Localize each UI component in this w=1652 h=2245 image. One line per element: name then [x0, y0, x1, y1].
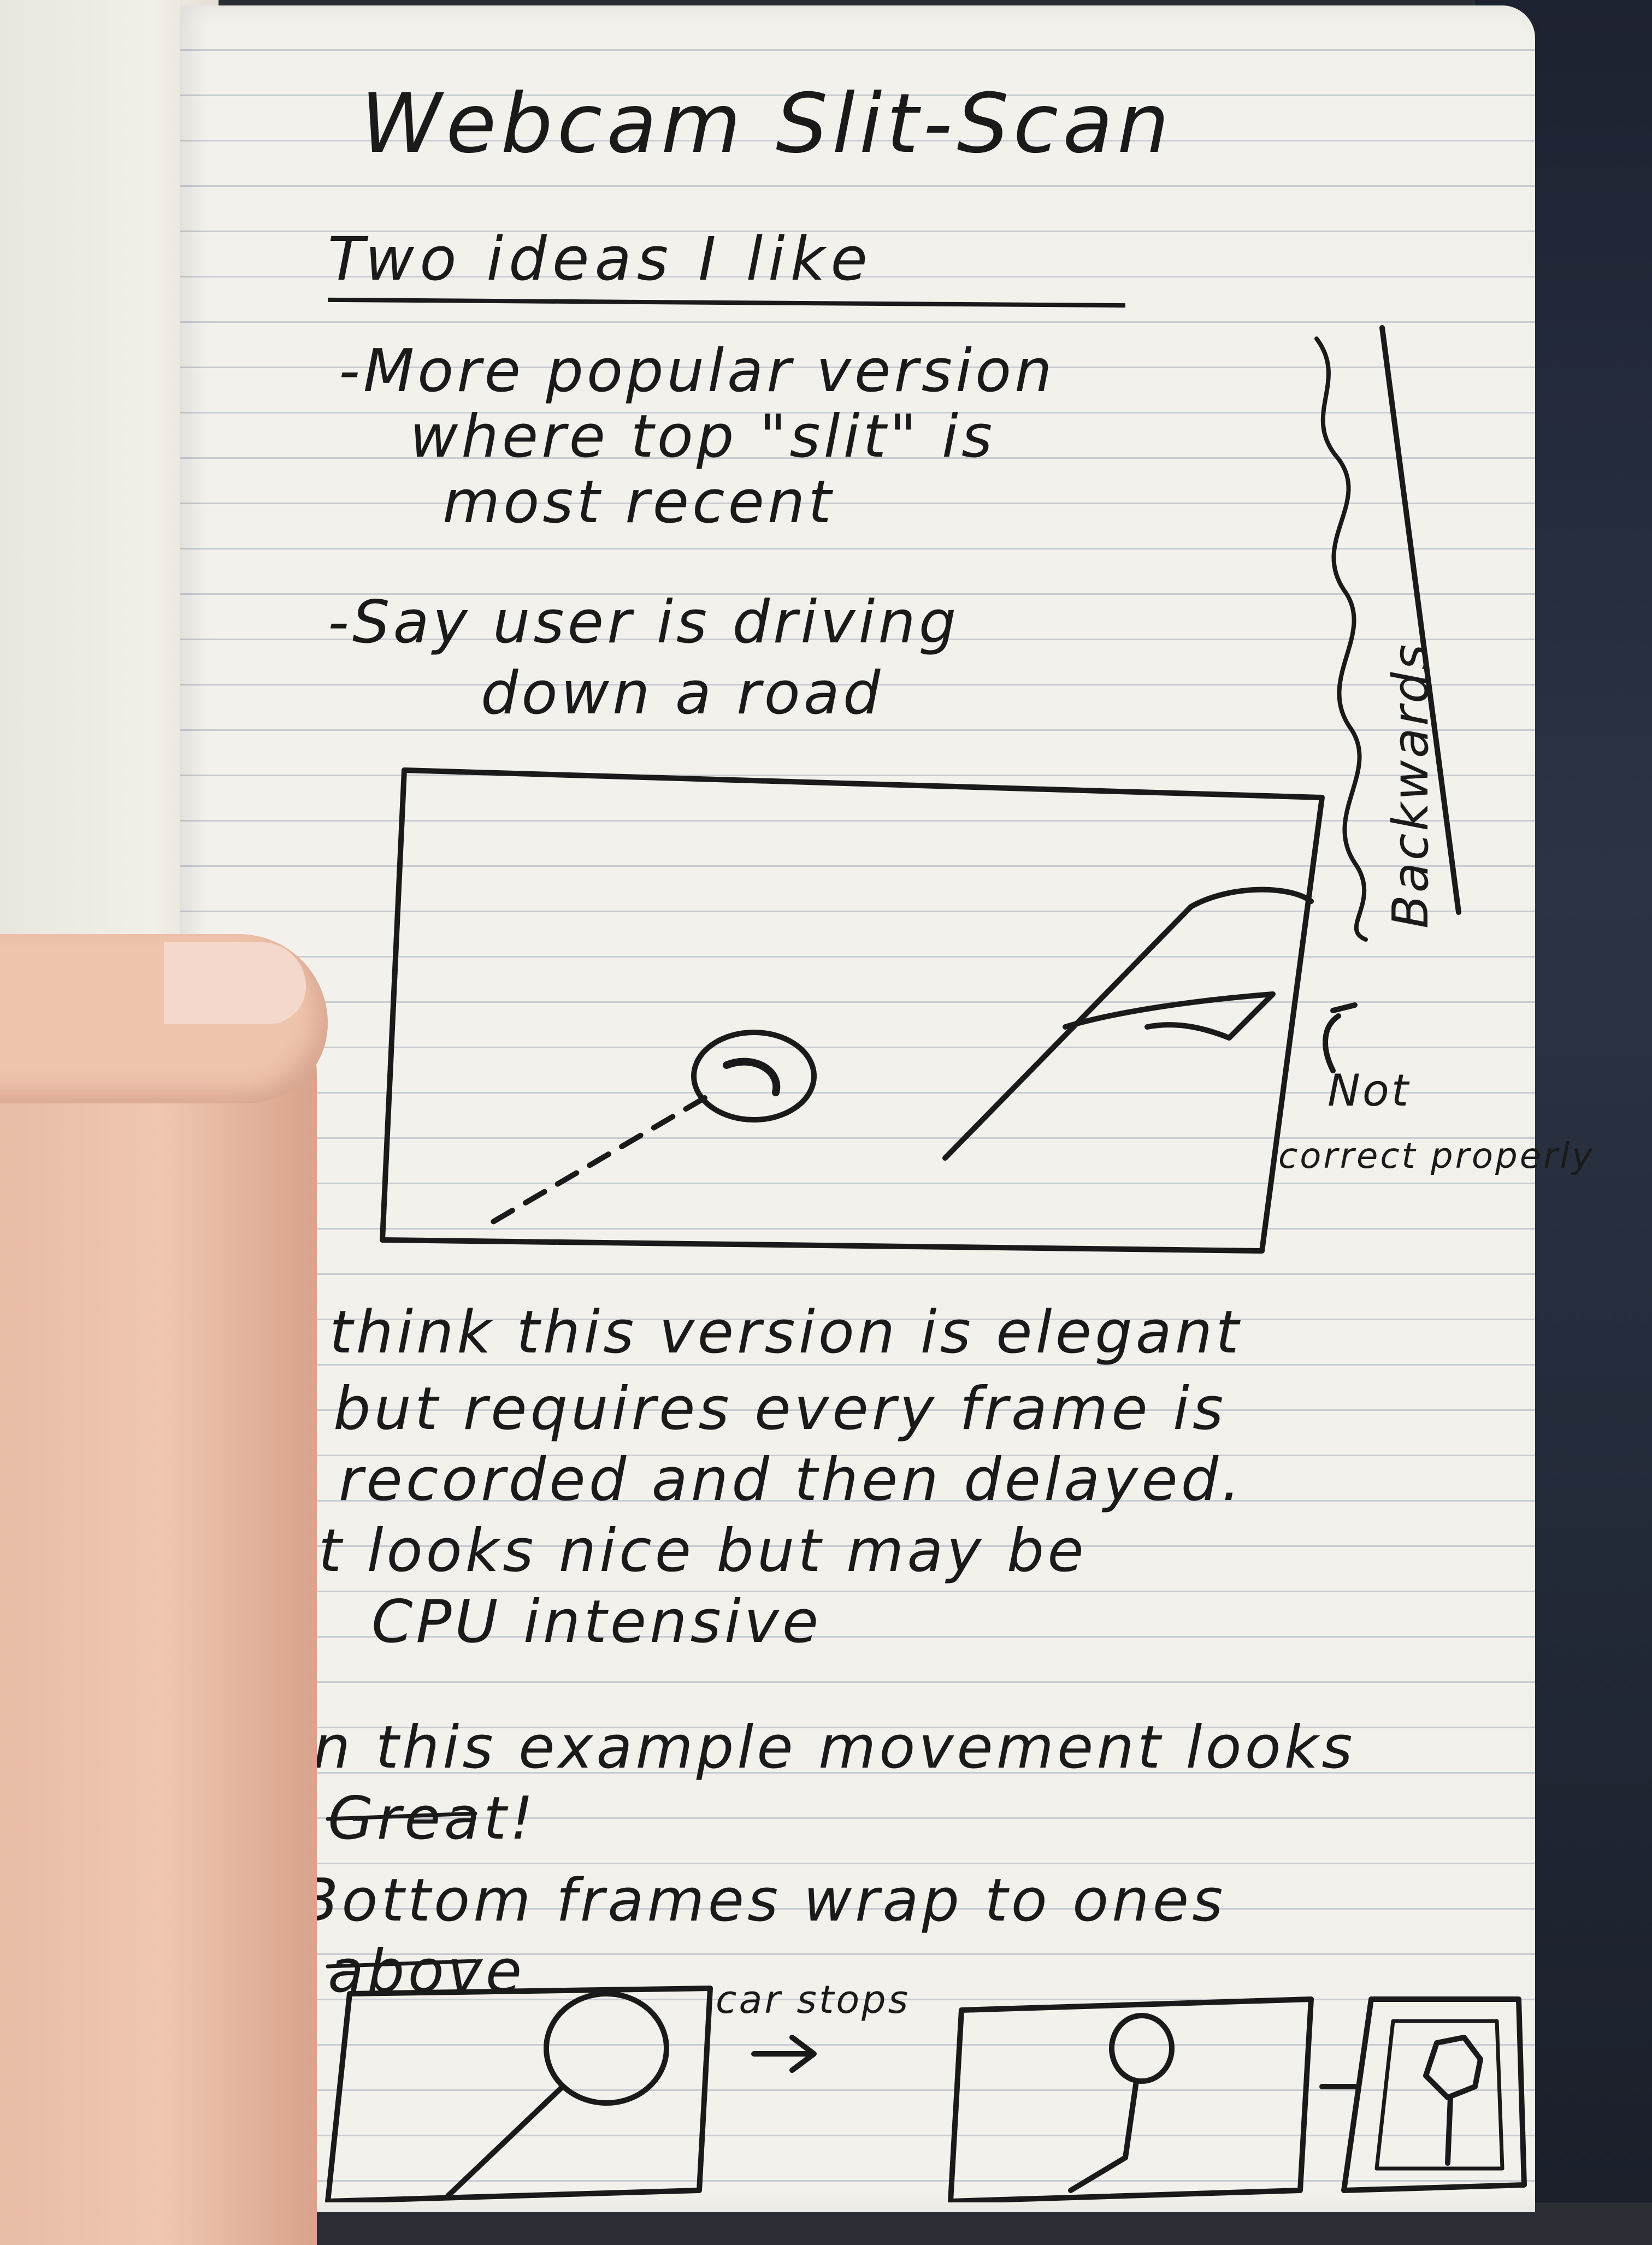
bullet-6: -In this example movement looks [268, 1714, 1356, 1782]
frame1-lollipop-stick [445, 2084, 565, 2199]
frame2-lollipop-head [1109, 2013, 1175, 2084]
bottom-frame-1 [325, 1986, 713, 2202]
right-streak-upper [942, 887, 1314, 1161]
left-lollipop-scribble [723, 1057, 781, 1096]
notebook-page [180, 5, 1535, 2212]
bullet-5: CPU intensive [371, 1588, 822, 1656]
bullet-2: but requires every frame is [333, 1375, 1227, 1443]
thumb [0, 934, 317, 2245]
idea1-line1: -More popular version [339, 337, 1055, 405]
frame3-lollipop-stick [1445, 2095, 1453, 2166]
arrow-label: car stops [716, 1977, 911, 2022]
idea2-line1: -Say user is driving [328, 588, 960, 657]
bottom-frame-3-inner [1374, 2019, 1504, 2171]
frame2-lollipop-stick [1068, 2078, 1139, 2193]
idea2-line2: down a road [481, 659, 884, 728]
thumb-nail [164, 942, 306, 1024]
bottom-frame-2 [948, 1996, 1314, 2202]
left-lollipop-head [691, 1030, 817, 1122]
bullet-1: -I think this version is elegant [262, 1298, 1242, 1367]
main-sketch-box [380, 767, 1325, 1254]
idea1-line2: where top "slit" is [410, 403, 996, 471]
bullet-8: - Bottom frames wrap to ones [251, 1866, 1226, 1935]
bullet-3: recorded and then delayed. [339, 1446, 1244, 1514]
right-streak-lower [1063, 991, 1276, 1041]
frame3-lollipop-head [1423, 2035, 1483, 2100]
annotation-line2: correct properly [1278, 1136, 1595, 1177]
page-title: Webcam Slit-Scan [361, 76, 1174, 172]
frame-arrow-1-head [789, 2035, 817, 2073]
annotation-arrow-head [1330, 1002, 1358, 1013]
idea1-line3: most recent [442, 468, 835, 536]
frame1-lollipop-head [544, 1991, 669, 2106]
above-underline [326, 1959, 477, 1969]
bottom-frame-3 [1341, 1996, 1527, 2193]
left-lollipop-stick [478, 1095, 707, 1232]
side-scribble-line [1379, 325, 1461, 915]
page-subtitle: Two ideas I like [328, 224, 874, 294]
annotation-line1: Not [1328, 1065, 1411, 1116]
side-scribble-loops [1314, 336, 1368, 942]
annotation-arrow [1323, 1013, 1341, 1073]
bullet-4: -It looks nice but may be [273, 1517, 1087, 1585]
great-underline [326, 1811, 477, 1821]
